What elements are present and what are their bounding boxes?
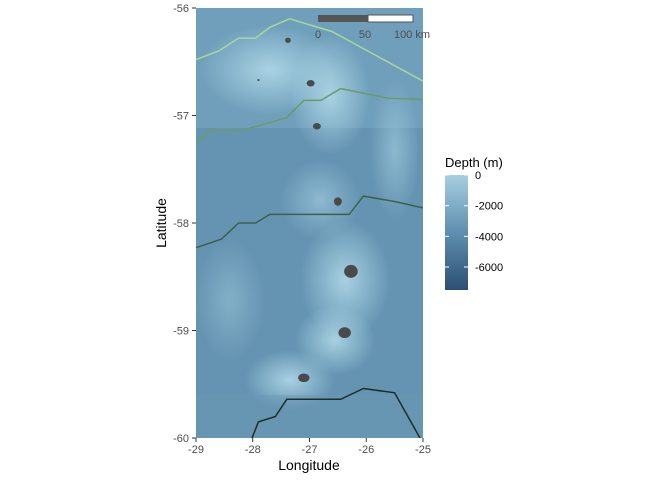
- shallow-shelf: [196, 240, 265, 360]
- y-axis-title: Latitude: [153, 198, 169, 248]
- x-tick-label: -29: [188, 444, 204, 456]
- front-line-1: [196, 18, 423, 82]
- shallow-shelf: [370, 80, 420, 220]
- island-5: [333, 197, 342, 206]
- southern-ridge: [196, 395, 423, 438]
- island-1: [285, 37, 291, 43]
- scale-label-50: 50: [359, 29, 371, 41]
- scale-label-100: 100 km: [394, 29, 430, 41]
- island-4: [312, 123, 321, 130]
- island-2: [257, 78, 260, 82]
- island-8: [298, 373, 310, 383]
- island-6: [344, 264, 358, 278]
- x-tick-label: -25: [415, 444, 431, 456]
- legend-break-label: -2000: [475, 201, 503, 213]
- legend-break-label: -6000: [475, 262, 503, 274]
- x-axis: -29 -28 -27 -26 -25: [188, 438, 431, 456]
- bathymetry-panel: [196, 8, 423, 438]
- legend-break-label: 0: [475, 170, 481, 182]
- front-line-2: [196, 87, 423, 146]
- island-3: [306, 80, 315, 87]
- scale-bar-segment-light: [367, 14, 414, 23]
- y-tick-label: -57: [173, 111, 189, 123]
- front-line-3: [196, 195, 423, 249]
- y-tick-label: -59: [173, 326, 189, 338]
- x-axis-title: Longitude: [278, 457, 340, 473]
- legend-colorbar: [445, 175, 468, 290]
- scale-label-0: 0: [315, 29, 321, 41]
- y-axis: -56 -57 -58 -59 -60: [173, 3, 196, 445]
- front-lines: [196, 18, 423, 438]
- depth-legend: Depth (m) 0 -2000 -4000 -6000: [445, 155, 503, 290]
- y-tick-label: -58: [173, 218, 189, 230]
- x-tick-label: -27: [302, 444, 318, 456]
- shallow-shelf: [280, 160, 360, 240]
- scale-bar-segment-dark: [318, 15, 368, 22]
- legend-break-label: -4000: [475, 231, 503, 243]
- x-tick-label: -28: [245, 444, 261, 456]
- legend-ticks: 0 -2000 -4000 -6000: [445, 170, 503, 274]
- x-tick-label: -26: [358, 444, 374, 456]
- islands: [257, 37, 358, 383]
- legend-title: Depth (m): [445, 155, 503, 170]
- y-tick-label: -56: [173, 3, 189, 15]
- island-7: [338, 327, 351, 339]
- front-line-4: [251, 387, 421, 438]
- y-tick-label: -60: [173, 433, 189, 445]
- scale-bar: 0 50 100 km: [315, 14, 430, 41]
